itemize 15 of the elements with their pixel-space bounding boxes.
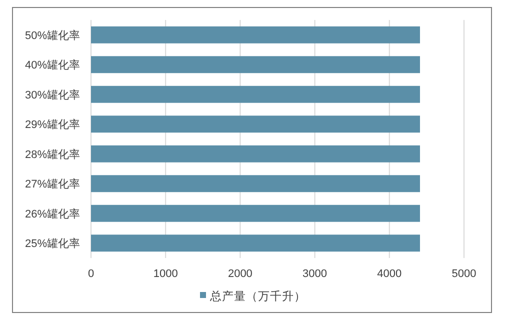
- x-tick-label: 2000: [228, 268, 252, 280]
- y-tick-label: 28%罐化率: [24, 148, 80, 161]
- legend-label: 总产量（万千升）: [209, 289, 306, 303]
- y-tick-label: 50%罐化率: [24, 28, 80, 42]
- y-tick-label: 25%罐化率: [24, 237, 80, 250]
- y-tick-label: 29%罐化率: [24, 118, 80, 132]
- y-tick-label: 30%罐化率: [24, 88, 80, 102]
- y-tick-label: 26%罐化率: [24, 207, 80, 220]
- x-tick-label: 0: [88, 268, 94, 280]
- x-tick-label: 4000: [377, 268, 402, 280]
- y-tick-label: 27%罐化率: [24, 178, 80, 191]
- x-tick-label: 3000: [302, 268, 328, 280]
- x-tick-label: 5000: [452, 268, 476, 280]
- y-tick-label: 40%罐化率: [24, 58, 80, 72]
- x-tick-label: 1000: [153, 268, 178, 280]
